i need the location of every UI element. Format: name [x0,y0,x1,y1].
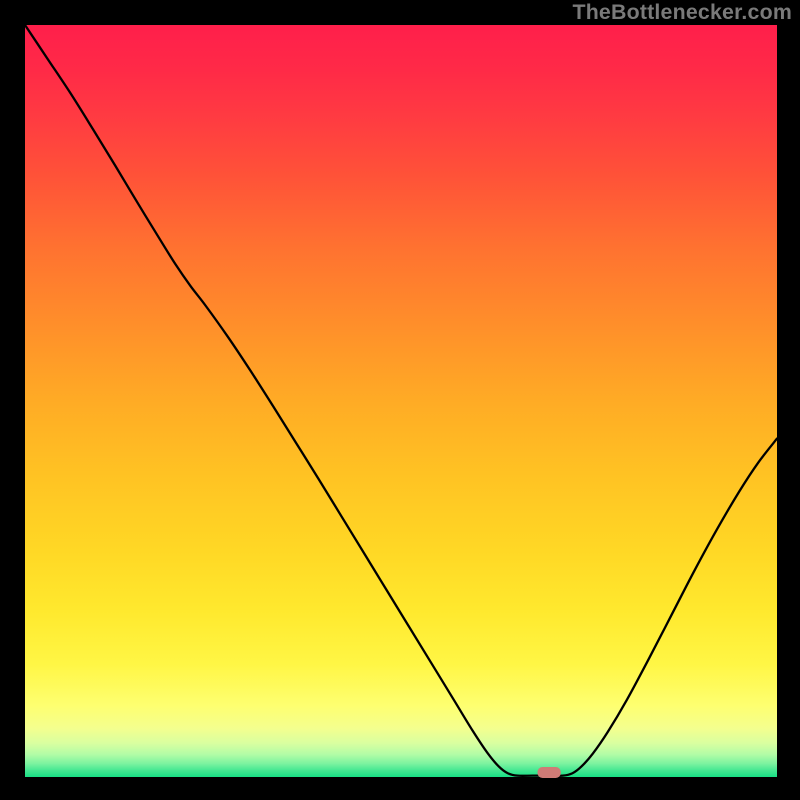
plot-background [25,25,777,777]
chart-svg [0,0,800,800]
chart-stage: TheBottlenecker.com [0,0,800,800]
optimal-point-marker [537,767,560,778]
